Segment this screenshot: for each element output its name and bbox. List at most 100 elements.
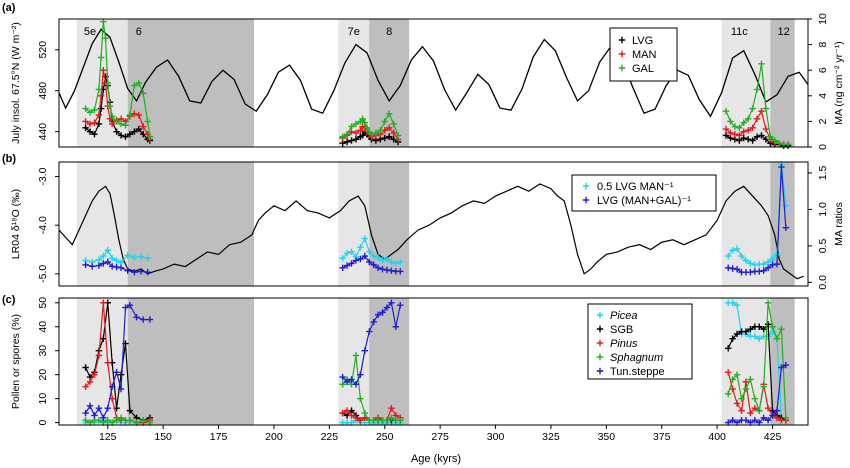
data-point <box>146 316 154 323</box>
data-point <box>742 378 750 386</box>
y2-tick-label: 6 <box>817 67 829 73</box>
data-point <box>747 268 754 276</box>
data-point <box>122 133 129 140</box>
data-point <box>91 106 98 114</box>
data-point <box>108 383 116 390</box>
legend-label: Tun.steppe <box>610 366 665 378</box>
y2-tick-label: 1.0 <box>817 202 829 217</box>
data-point <box>348 137 355 144</box>
data-point <box>95 405 103 412</box>
data-point <box>361 347 369 354</box>
data-point <box>372 129 380 137</box>
data-point <box>374 311 382 318</box>
panel-2: -3.0 -4.0 -5.0 0.0 0.5 1.0 1.5 LR04 δ¹⁸O (‰) MA … <box>10 160 845 290</box>
y-tick-label: 50 <box>37 297 49 309</box>
legend-marker <box>596 367 604 375</box>
data-point <box>760 383 767 390</box>
data-point <box>86 128 94 135</box>
data-point <box>740 119 747 126</box>
data-point <box>773 414 781 422</box>
data-point <box>778 325 785 333</box>
data-point <box>394 132 402 139</box>
data-point <box>361 119 369 126</box>
data-point <box>104 359 111 366</box>
data-point <box>113 118 120 125</box>
data-point <box>374 254 382 261</box>
data-point <box>352 381 360 388</box>
legend-label: SGB <box>610 324 633 336</box>
data-point <box>727 129 734 137</box>
data-point <box>104 79 111 87</box>
data-point <box>742 417 750 424</box>
data-point <box>736 132 743 139</box>
data-point <box>747 260 754 267</box>
y-tick-label: -4.0 <box>37 216 49 234</box>
x-tick-label: 425 <box>764 431 782 443</box>
x-tick-label: 275 <box>431 431 449 443</box>
data-point <box>385 133 393 140</box>
legend-label: Picea <box>610 310 638 322</box>
data-point <box>95 111 103 119</box>
data-point <box>751 261 759 269</box>
data-point <box>361 252 369 260</box>
data-point <box>339 409 346 417</box>
interglacial-band <box>721 162 771 286</box>
data-point <box>736 124 743 131</box>
y2-tick-label: 0 <box>817 144 829 150</box>
legend-label: LVG (MAN+GAL)⁻¹ <box>597 195 691 207</box>
data-point <box>368 131 375 138</box>
plot-frame <box>58 297 809 426</box>
data-point <box>82 383 89 390</box>
data-point <box>357 255 364 263</box>
data-point <box>760 414 767 422</box>
data-point <box>131 128 138 135</box>
legend-marker <box>618 50 626 58</box>
data-point <box>383 255 391 263</box>
data-point <box>352 414 360 422</box>
data-point <box>751 405 759 412</box>
legend: LVG MAN GAL <box>609 27 678 82</box>
data-point <box>117 264 125 271</box>
data-point <box>731 123 739 130</box>
data-point <box>357 127 364 134</box>
data-point <box>108 263 116 270</box>
data-point <box>91 412 98 419</box>
data-point <box>82 124 89 131</box>
data-point <box>348 260 355 267</box>
data-point <box>95 120 103 128</box>
data-point <box>124 252 131 259</box>
data-point <box>104 247 111 254</box>
data-point <box>397 268 404 275</box>
data-point <box>108 120 116 128</box>
panel-1: 5e 6 7e 8 11c 12 440 480 520 0 2 4 6 8 10 July insol. 6… <box>10 13 845 150</box>
legend-marker <box>596 339 604 347</box>
data-point <box>773 335 781 342</box>
data-point <box>769 261 776 269</box>
data-point <box>758 132 765 139</box>
data-point <box>388 299 395 306</box>
data-point <box>108 113 116 120</box>
data-point <box>113 263 120 271</box>
data-point <box>722 107 730 115</box>
data-point <box>144 268 151 276</box>
y2-tick-label: 1.5 <box>817 165 829 180</box>
data-point <box>383 266 391 274</box>
panel-label-a: (a) <box>2 2 16 14</box>
y2-tick-label: 8 <box>817 42 829 48</box>
data-point <box>747 409 754 417</box>
data-point <box>131 254 138 261</box>
panel-label-b: (b) <box>2 153 16 165</box>
data-point <box>729 376 736 383</box>
series-line <box>85 304 150 420</box>
data-point <box>722 125 730 133</box>
data-point <box>388 258 395 266</box>
data-point <box>97 92 105 99</box>
data-point <box>339 381 346 388</box>
data-point <box>377 127 384 134</box>
data-point <box>144 118 151 125</box>
data-point <box>102 35 109 42</box>
y2-tick-label: 10 <box>817 13 829 25</box>
data-point <box>381 134 388 142</box>
data-point <box>357 417 364 424</box>
data-point <box>727 118 734 125</box>
